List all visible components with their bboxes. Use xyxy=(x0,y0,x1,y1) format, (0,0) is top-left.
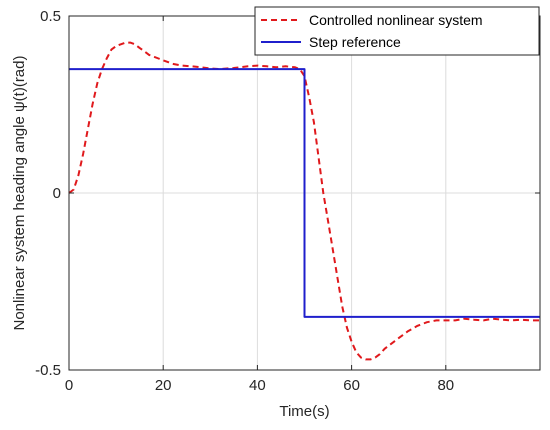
legend-entry-controlled: Controlled nonlinear system xyxy=(309,12,483,28)
x-tick-label: 20 xyxy=(155,377,172,394)
y-axis-label: Nonlinear system heading angle ψ(t)(rad) xyxy=(11,56,28,331)
y-tick-label: -0.5 xyxy=(35,362,61,379)
legend-box xyxy=(254,6,540,56)
legend-entry-reference: Step reference xyxy=(309,34,401,50)
x-axis-label: Time(s) xyxy=(279,403,329,420)
legend: Controlled nonlinear system Step referen… xyxy=(254,6,540,56)
y-tick-label: 0 xyxy=(53,185,61,202)
ticks: 0 20 40 60 80-0.500.5 xyxy=(35,8,540,394)
series-layer xyxy=(68,41,540,361)
x-tick-label: 80 xyxy=(437,377,454,394)
x-tick-label: 0 xyxy=(65,377,73,394)
x-tick-label: 40 xyxy=(249,377,266,394)
x-tick-label: 60 xyxy=(343,377,360,394)
series-line-controlled xyxy=(68,41,540,361)
series-line-reference xyxy=(69,68,540,318)
y-tick-label: 0.5 xyxy=(40,8,61,25)
